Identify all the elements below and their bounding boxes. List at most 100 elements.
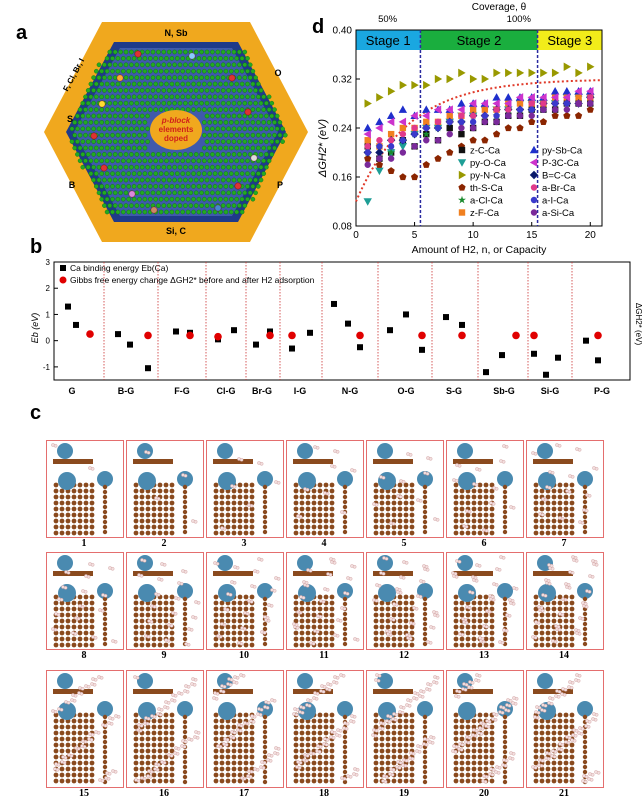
legend-label: a-Br-Ca [542, 183, 576, 194]
graphene-atom [237, 113, 242, 119]
graphene-atom [158, 196, 164, 202]
graphene-atom [91, 100, 96, 106]
graphene-atom [185, 184, 191, 189]
gibbs-point [86, 330, 94, 338]
data-point [458, 170, 467, 180]
graphene-atom [137, 81, 142, 87]
edge-label-left-bottom: B [69, 180, 76, 190]
graphene-atom [193, 177, 199, 183]
data-point [363, 129, 371, 139]
graphene-atom [183, 203, 188, 208]
graphene-atom [115, 171, 121, 176]
dopant-atom [134, 50, 142, 58]
graphene-atom [201, 120, 207, 125]
graphene-atom [166, 164, 172, 170]
legend-label: th-S-Ca [470, 183, 503, 194]
graphene-atom [258, 126, 264, 132]
gibbs-point [458, 331, 466, 340]
graphene-atom [139, 113, 145, 119]
graphene-atom [255, 171, 261, 176]
eb-point [459, 321, 465, 328]
graphene-atom [193, 62, 199, 68]
graphene-atom [185, 81, 191, 87]
graphene-atom [115, 158, 121, 164]
graphene-atom [115, 120, 121, 125]
panel-a-hexagon: p-block elements doped N, Sb O P Si, C B… [44, 22, 308, 242]
graphene-atom [115, 81, 121, 87]
graphene-atom [255, 184, 261, 189]
graphene-atom [121, 120, 126, 125]
graphene-atom [94, 120, 99, 125]
graphene-atom [145, 75, 150, 80]
graphene-atom [94, 68, 99, 74]
data-point [363, 198, 372, 206]
graphene-atom [180, 81, 185, 87]
graphene-atom [142, 94, 148, 100]
graphene-atom [196, 81, 202, 87]
graphene-atom [110, 209, 115, 215]
graphene-atom [255, 158, 261, 164]
eb-point [267, 328, 273, 335]
graphene-atom [228, 107, 234, 112]
graphene-atom [188, 88, 194, 93]
graphene-atom [153, 107, 158, 112]
structure-cell [286, 440, 364, 538]
graphene-atom [129, 139, 134, 144]
graphene-atom [96, 126, 102, 132]
graphene-atom [193, 152, 199, 157]
graphene-atom [104, 158, 110, 164]
data-point [375, 148, 384, 157]
graphene-atom [180, 171, 185, 176]
graphene-atom [210, 62, 215, 68]
graphene-atom [201, 145, 207, 151]
eb-point [595, 357, 601, 364]
graphene-atom [69, 139, 75, 144]
data-point [446, 124, 453, 132]
graphene-atom [91, 152, 96, 157]
graphene-atom [234, 209, 239, 215]
graphene-atom [118, 139, 123, 144]
graphene-atom [80, 113, 86, 119]
graphene-atom [250, 94, 256, 100]
data-point [551, 68, 560, 78]
graphene-atom [264, 152, 269, 157]
graphene-atom [191, 68, 196, 74]
graphene-atom [237, 190, 242, 196]
graphene-atom [161, 164, 167, 170]
data-point [410, 173, 419, 181]
graphene-atom [247, 152, 253, 157]
data-point [458, 118, 465, 126]
graphene-atom [250, 107, 256, 112]
y-tick-label: 0.16 [333, 173, 353, 184]
graphene-atom [174, 158, 180, 164]
graphene-atom [196, 209, 202, 215]
graphene-atom [96, 139, 102, 144]
graphene-atom [234, 56, 239, 61]
graphene-atom [183, 164, 188, 170]
graphene-atom [183, 100, 188, 106]
graphene-atom [174, 171, 180, 176]
eb-point [583, 337, 589, 344]
data-point [481, 106, 489, 113]
graphene-atom [177, 164, 183, 170]
graphene-atom [150, 100, 156, 106]
data-point [516, 68, 525, 78]
graphene-atom [199, 62, 204, 68]
x-tick-label: 20 [585, 230, 597, 241]
graphene-atom [196, 107, 202, 112]
graphene-atom [277, 132, 283, 138]
graphene-atom [228, 145, 234, 151]
graphene-atom [172, 75, 177, 80]
graphene-atom [137, 132, 142, 138]
data-point [575, 100, 582, 107]
graphene-atom [110, 132, 115, 138]
graphene-atom [169, 56, 175, 61]
data-point [363, 123, 372, 132]
graphene-atom [220, 177, 226, 183]
graphene-atom [96, 190, 102, 196]
graphene-atom [164, 184, 169, 189]
stage-band [537, 30, 602, 50]
graphene-atom [121, 94, 126, 100]
eb-point [403, 311, 409, 318]
data-point [492, 93, 501, 101]
